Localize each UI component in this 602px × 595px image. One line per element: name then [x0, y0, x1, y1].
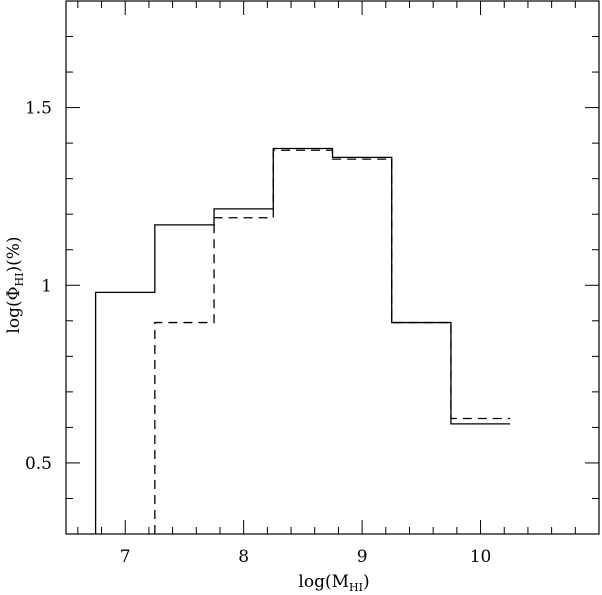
y-axis-label: log(ΦHI)(%) — [4, 236, 26, 333]
series-dashed-line — [154, 149, 511, 534]
y-tick-label: 1.5 — [25, 99, 52, 119]
x-axis-label: log(MHI) — [298, 572, 369, 594]
series-solid-line — [94, 147, 511, 534]
y-tick-label: 1 — [41, 276, 52, 296]
x-tick-label: 7 — [120, 547, 131, 567]
series-lines — [94, 147, 511, 534]
ticks — [66, 0, 600, 535]
x-tick-label: 8 — [238, 547, 249, 567]
y-tick-label: 0.5 — [25, 454, 52, 474]
tick-labels: 7 8 9 10 0.5 1 1.5 — [25, 99, 491, 567]
plot-frame — [65, 0, 600, 535]
x-tick-label: 9 — [357, 547, 368, 567]
x-tick-label: 10 — [470, 547, 492, 567]
